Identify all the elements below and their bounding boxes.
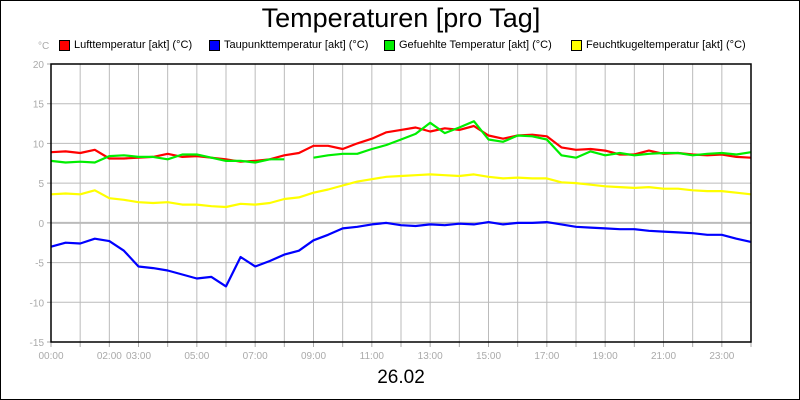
y-tick-label: -5 — [35, 259, 44, 270]
x-tick-label: 05:00 — [184, 351, 209, 362]
y-tick-label: 10 — [33, 139, 45, 150]
legend-item-feuchtkugeltemperatur: Feuchtkugeltemperatur [akt] (°C) — [571, 39, 746, 51]
x-tick-label: 00:00 — [38, 351, 63, 362]
legend: Lufttemperatur [akt] (°C) Taupunkttemper… — [59, 39, 746, 51]
series-line-1 — [50, 221, 752, 288]
legend-label: Taupunkttemperatur [akt] (°C) — [224, 39, 369, 51]
x-tick-label: 02:00 — [97, 351, 122, 362]
x-tick-label: 17:00 — [534, 351, 559, 362]
y-tick-label: 15 — [33, 100, 45, 111]
series-line-2 — [50, 120, 752, 164]
y-tick-label: 0 — [38, 219, 44, 230]
x-tick-label: 21:00 — [651, 351, 676, 362]
legend-item-gefuehlte-temperatur: Gefuehlte Temperatur [akt] (°C) — [384, 39, 571, 51]
x-tick-label: 07:00 — [243, 351, 268, 362]
legend-swatch — [59, 39, 70, 51]
legend-item-lufttemperatur: Lufttemperatur [akt] (°C) — [59, 39, 209, 51]
plot-border — [50, 63, 752, 343]
legend-label: Feuchtkugeltemperatur [akt] (°C) — [586, 39, 746, 51]
chart-title: Temperaturen [pro Tag] — [261, 3, 541, 33]
series-line-3 — [50, 173, 752, 209]
legend-swatch — [209, 39, 220, 51]
legend-label: Gefuehlte Temperatur [akt] (°C) — [399, 39, 552, 51]
x-tick-label: 09:00 — [301, 351, 326, 362]
x-tick-label: 03:00 — [126, 351, 151, 362]
x-tick-label: 19:00 — [593, 351, 618, 362]
x-tick-label: 13:00 — [418, 351, 443, 362]
legend-swatch — [571, 39, 582, 51]
legend-label: Lufttemperatur [akt] (°C) — [74, 39, 193, 51]
x-tick-label: 11:00 — [360, 351, 385, 362]
x-tick-label: 23:00 — [709, 351, 734, 362]
y-tick-label: -15 — [30, 338, 45, 349]
y-tick-label: 5 — [38, 179, 44, 190]
y-axis-unit: °C — [38, 41, 50, 52]
legend-item-taupunkttemperatur: Taupunkttemperatur [akt] (°C) — [209, 39, 384, 51]
y-tick-label: 20 — [33, 60, 45, 71]
y-tick-label: -10 — [30, 298, 45, 309]
legend-swatch — [384, 39, 395, 51]
x-tick-label: 15:00 — [476, 351, 501, 362]
x-axis-date-label: 26.02 — [377, 367, 425, 388]
